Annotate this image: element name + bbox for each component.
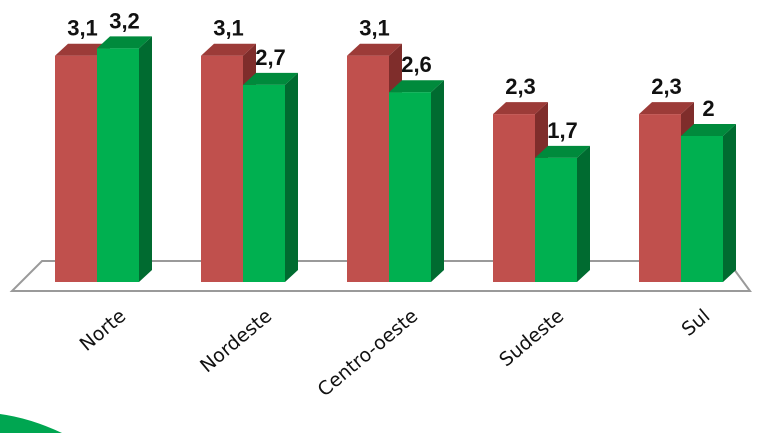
bar-top-face xyxy=(347,43,402,56)
category-label: Sul xyxy=(678,305,715,341)
bar xyxy=(535,145,590,282)
data-label: 3,1 xyxy=(67,16,98,41)
data-label: 2,6 xyxy=(401,52,432,77)
bar-side-face xyxy=(723,124,736,282)
bar-top-face xyxy=(535,145,590,158)
bar-top-face xyxy=(493,102,548,115)
data-label: 2,7 xyxy=(255,45,286,70)
data-label: 3,1 xyxy=(213,16,244,41)
bar-front-face xyxy=(55,55,97,283)
bar-front-face xyxy=(681,136,723,282)
category-labels-group: Norte Nordeste Centro-oeste Sudeste Sul xyxy=(76,305,715,401)
data-label: 1,7 xyxy=(547,118,578,143)
bar-front-face xyxy=(493,114,535,282)
bar xyxy=(681,124,736,282)
bar xyxy=(97,36,152,283)
data-label: 3,2 xyxy=(109,8,140,33)
data-label: 2,3 xyxy=(505,74,536,99)
bar-front-face xyxy=(97,48,139,283)
bar-top-face xyxy=(55,43,110,56)
category-label: Norte xyxy=(76,305,131,356)
bar-side-face xyxy=(431,80,444,282)
data-label: 2,3 xyxy=(651,74,682,99)
value-labels-group: 3,1 3,2 3,1 2,7 3,1 2,6 2,3 1,7 2,3 2 xyxy=(67,8,714,143)
bar-side-face xyxy=(285,72,298,283)
bar xyxy=(243,72,298,283)
bar-front-face xyxy=(389,92,431,282)
bar xyxy=(389,80,444,282)
bar-top-face xyxy=(681,124,736,136)
bar-top-face xyxy=(97,36,152,49)
bar-front-face xyxy=(535,157,577,282)
category-label: Centro-oeste xyxy=(314,305,423,401)
bar-top-face xyxy=(389,80,444,93)
data-label: 2 xyxy=(702,96,714,121)
bar-front-face xyxy=(201,55,243,283)
bar-top-face xyxy=(201,43,256,56)
bar-front-face xyxy=(639,114,681,282)
decorative-green-swoosh xyxy=(0,414,62,433)
bar-front-face xyxy=(347,55,389,283)
bar-side-face xyxy=(577,145,590,282)
category-label: Nordeste xyxy=(196,305,276,377)
bar-top-face xyxy=(243,72,298,85)
bar-top-face xyxy=(639,102,694,115)
bar-side-face xyxy=(139,36,152,283)
data-label: 3,1 xyxy=(359,16,390,41)
bars-group xyxy=(55,36,736,283)
category-label: Sudeste xyxy=(495,305,568,371)
bar-front-face xyxy=(243,84,285,283)
